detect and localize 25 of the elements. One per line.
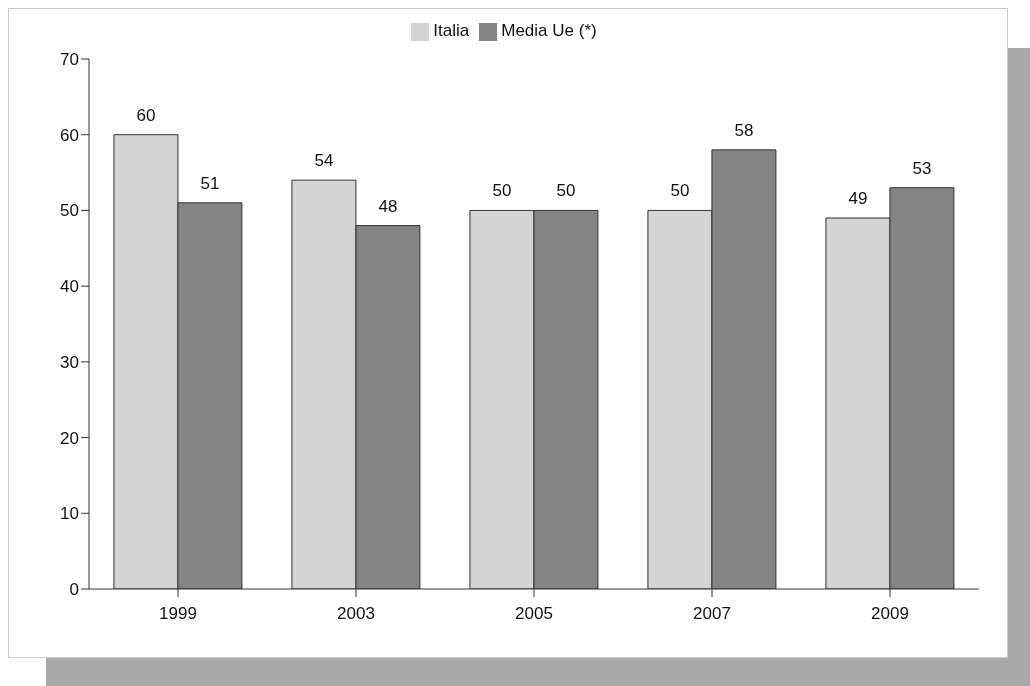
- y-tick-label: 10: [60, 504, 79, 524]
- data-label: 49: [848, 189, 868, 208]
- legend-label: Media Ue (*): [501, 21, 597, 40]
- x-tick-label: 2003: [337, 604, 375, 624]
- data-label: 53: [912, 158, 932, 178]
- y-tick-label: 70: [60, 50, 79, 70]
- data-label: 58: [734, 120, 754, 140]
- y-tick-label: 20: [60, 428, 79, 448]
- x-tick-label: 2005: [515, 604, 553, 624]
- x-tick-label: 1999: [159, 604, 197, 624]
- data-label: 48: [378, 196, 398, 216]
- y-tick-label: 60: [60, 125, 79, 145]
- x-tick-label: 2009: [871, 604, 909, 624]
- data-label: 60: [136, 105, 156, 125]
- y-tick-label: 30: [60, 352, 79, 372]
- data-label: 50: [492, 181, 512, 201]
- data-label: 50: [556, 181, 576, 201]
- y-tick-label: 50: [60, 201, 79, 221]
- data-label: 51: [200, 173, 220, 193]
- y-tick-label: 0: [69, 580, 79, 600]
- data-label: 54: [314, 151, 334, 171]
- data-label: 50: [670, 181, 690, 201]
- legend-label: Italia: [433, 21, 470, 40]
- y-tick-label: 40: [60, 277, 79, 297]
- x-tick-label: 2007: [693, 604, 731, 624]
